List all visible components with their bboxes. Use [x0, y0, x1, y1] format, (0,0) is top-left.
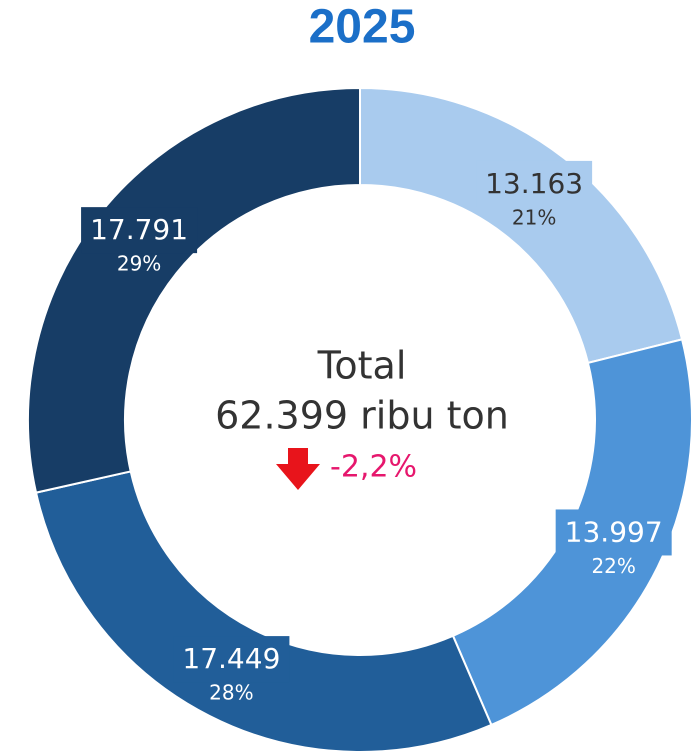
- change-label: -2,2%: [330, 450, 417, 485]
- percent-label: 28%: [209, 681, 253, 705]
- value-label: 13.163: [485, 167, 583, 200]
- value-label: 17.791: [90, 213, 188, 246]
- value-label: 13.997: [565, 515, 663, 548]
- label-box: [173, 636, 290, 683]
- value-label: 17.449: [182, 642, 280, 675]
- percent-label: 21%: [512, 205, 556, 229]
- label-box: [476, 160, 593, 207]
- down-arrow-icon: [276, 448, 320, 490]
- center-total: 62.399 ribu ton: [215, 394, 509, 438]
- label-box: [81, 207, 198, 254]
- percent-label: 22%: [591, 554, 635, 578]
- percent-label: 29%: [117, 252, 161, 276]
- chart-title: 2025: [309, 1, 416, 54]
- donut-slice: [34, 470, 493, 752]
- donut-slice: [27, 86, 361, 494]
- center-title: Total: [317, 344, 407, 388]
- label-box: [555, 509, 672, 556]
